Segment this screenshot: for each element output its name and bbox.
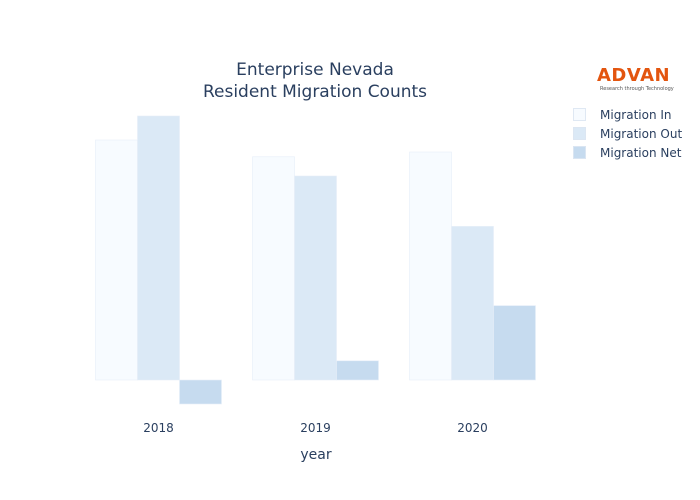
bar-migration-net-2019[interactable] bbox=[336, 360, 379, 381]
logo-text: ADVAN bbox=[597, 65, 671, 86]
legend-item-migration-out[interactable]: Migration Out bbox=[573, 124, 682, 143]
bar-migration-net-2018[interactable] bbox=[179, 379, 222, 405]
bar-migration-net-2020[interactable] bbox=[493, 305, 536, 381]
legend-label-migration-out: Migration Out bbox=[600, 126, 683, 141]
chart-title-line-1: Enterprise Nevada bbox=[236, 60, 394, 80]
x-tick-label-2020: 2020 bbox=[457, 421, 488, 435]
advan-logo: ADVAN Research through Technology bbox=[597, 65, 674, 94]
bar-migration-in-2020[interactable] bbox=[409, 151, 452, 381]
chart-title: Enterprise Nevada Resident Migration Cou… bbox=[165, 59, 465, 103]
legend-item-migration-in[interactable]: Migration In bbox=[573, 105, 682, 124]
x-tick-label-2018: 2018 bbox=[143, 421, 174, 435]
legend-swatch-migration-out bbox=[573, 127, 586, 140]
bar-migration-out-2019[interactable] bbox=[294, 175, 337, 381]
legend-item-migration-net[interactable]: Migration Net bbox=[573, 143, 682, 162]
legend-swatch-migration-in bbox=[573, 108, 586, 121]
bar-migration-in-2019[interactable] bbox=[252, 156, 295, 381]
x-tick-label-2019: 2019 bbox=[300, 421, 331, 435]
bar-migration-in-2018[interactable] bbox=[95, 139, 138, 381]
legend-label-migration-in: Migration In bbox=[600, 107, 672, 122]
legend: Migration In Migration Out Migration Net bbox=[573, 105, 682, 162]
bar-migration-out-2018[interactable] bbox=[137, 115, 180, 381]
x-axis-label: year bbox=[300, 447, 332, 463]
legend-label-migration-net: Migration Net bbox=[600, 145, 682, 160]
legend-swatch-migration-net bbox=[573, 146, 586, 159]
chart-title-line-2: Resident Migration Counts bbox=[202, 82, 428, 102]
logo-tagline: Research through Technology bbox=[600, 86, 674, 92]
bar-migration-out-2020[interactable] bbox=[451, 226, 494, 381]
